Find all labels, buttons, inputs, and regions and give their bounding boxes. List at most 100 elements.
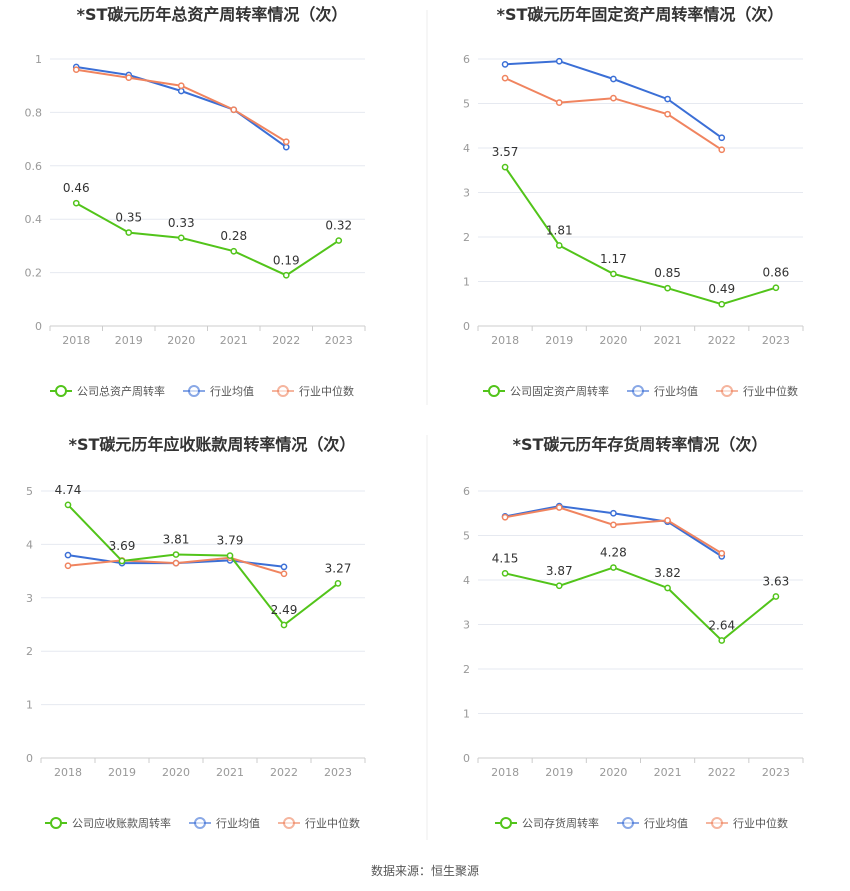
y-tick-label: 5 xyxy=(26,485,33,498)
legend-item: 公司固定资产周转率 xyxy=(483,384,609,398)
y-tick-label: 0 xyxy=(463,320,470,333)
x-tick-label: 2023 xyxy=(324,766,352,779)
legend-marker-icon xyxy=(283,817,295,829)
y-tick-label: 3 xyxy=(463,187,470,200)
data-point xyxy=(177,87,185,95)
data-point xyxy=(72,199,80,207)
data-point xyxy=(177,82,185,90)
x-tick-label: 2018 xyxy=(54,766,82,779)
y-tick-label: 0.4 xyxy=(25,213,43,226)
y-tick-label: 6 xyxy=(463,485,470,498)
data-point xyxy=(501,60,509,68)
x-tick-label: 2018 xyxy=(491,334,519,347)
y-tick-label: 6 xyxy=(463,53,470,66)
data-label: 1.17 xyxy=(600,252,627,266)
y-tick-label: 1 xyxy=(35,53,42,66)
data-label: 0.86 xyxy=(763,266,790,280)
y-tick-label: 3 xyxy=(26,592,33,605)
data-point xyxy=(280,570,288,578)
data-point xyxy=(172,559,180,567)
legend-label: 公司总资产周转率 xyxy=(77,384,165,398)
x-tick-label: 2019 xyxy=(545,766,573,779)
data-point xyxy=(664,284,671,292)
data-label: 3.82 xyxy=(654,566,681,580)
data-point xyxy=(718,300,726,308)
data-label: 0.33 xyxy=(168,216,195,230)
data-point xyxy=(501,74,509,82)
data-point xyxy=(501,569,509,577)
data-label: 1.81 xyxy=(546,223,573,237)
legend-item: 行业均值 xyxy=(183,385,254,398)
series-line-company xyxy=(67,504,339,627)
legend-item: 行业均值 xyxy=(627,385,698,398)
data-point xyxy=(610,521,617,529)
legend-label: 行业中位数 xyxy=(299,384,354,398)
x-tick-label: 2019 xyxy=(115,334,143,347)
data-label: 0.35 xyxy=(115,211,142,225)
data-point xyxy=(282,138,290,146)
legend-item: 行业中位数 xyxy=(706,816,788,830)
y-tick-label: 4 xyxy=(463,574,470,587)
data-label: 3.69 xyxy=(109,539,136,553)
x-tick-label: 2018 xyxy=(62,334,90,347)
x-tick-label: 2023 xyxy=(325,334,353,347)
legend-label: 行业均值 xyxy=(644,817,688,830)
legend-marker-icon xyxy=(194,817,206,829)
data-point xyxy=(230,247,238,255)
data-point xyxy=(335,237,343,244)
data-point xyxy=(72,66,80,74)
y-tick-label: 0 xyxy=(26,752,33,765)
data-point xyxy=(118,557,126,565)
data-label: 0.28 xyxy=(220,229,247,243)
series-line-industry-average xyxy=(76,66,287,148)
data-point xyxy=(610,270,617,278)
data-label: 3.81 xyxy=(163,533,190,547)
data-label: 3.57 xyxy=(492,145,519,159)
data-point xyxy=(282,143,290,151)
legend-marker-icon xyxy=(488,385,500,397)
x-tick-label: 2020 xyxy=(167,334,195,347)
legend-label: 行业均值 xyxy=(210,385,254,398)
legend-item: 公司存货周转率 xyxy=(495,816,599,830)
chart-panel-1: *ST碳元历年总资产周转率情况（次） 0 0.2 0.4 0.6 0.8 1 2018 2019… xyxy=(25,5,366,398)
chart-title: *ST碳元历年存货周转率情况（次） xyxy=(513,435,768,454)
y-tick-label: 0.2 xyxy=(25,267,43,280)
legend-marker-icon xyxy=(50,817,62,829)
data-point xyxy=(280,621,288,629)
data-label: 4.15 xyxy=(492,551,519,565)
data-point xyxy=(718,134,726,142)
chart-title: *ST碳元历年总资产周转率情况（次） xyxy=(77,5,348,24)
data-point xyxy=(280,563,288,571)
legend-item: 公司总资产周转率 xyxy=(50,384,165,398)
data-point xyxy=(610,75,617,83)
legend-marker-icon xyxy=(55,385,67,397)
x-tick-label: 2023 xyxy=(762,766,790,779)
series-line-industry-median xyxy=(76,68,287,143)
data-label: 0.85 xyxy=(654,266,681,280)
data-point xyxy=(230,106,238,114)
legend-label: 行业均值 xyxy=(654,385,698,398)
data-label: 0.46 xyxy=(63,181,90,195)
legend-label: 公司存货周转率 xyxy=(522,816,599,830)
data-label: 3.87 xyxy=(546,564,573,578)
data-point xyxy=(334,580,342,587)
data-point xyxy=(64,562,72,570)
series-line-company xyxy=(504,166,777,306)
data-point xyxy=(555,57,563,65)
x-tick-label: 2023 xyxy=(762,334,790,347)
data-point xyxy=(610,94,617,102)
x-tick-label: 2019 xyxy=(545,334,573,347)
y-tick-label: 4 xyxy=(463,142,470,155)
legend-item: 行业均值 xyxy=(189,817,260,830)
data-point xyxy=(64,551,72,559)
data-label: 3.63 xyxy=(763,574,790,588)
y-tick-label: 3 xyxy=(463,619,470,632)
y-tick-label: 2 xyxy=(463,231,470,244)
x-tick-label: 2020 xyxy=(599,334,627,347)
y-tick-label: 1 xyxy=(463,708,470,721)
data-point xyxy=(718,637,726,644)
data-point xyxy=(772,593,780,600)
data-point xyxy=(555,99,563,106)
x-tick-label: 2021 xyxy=(654,334,682,347)
